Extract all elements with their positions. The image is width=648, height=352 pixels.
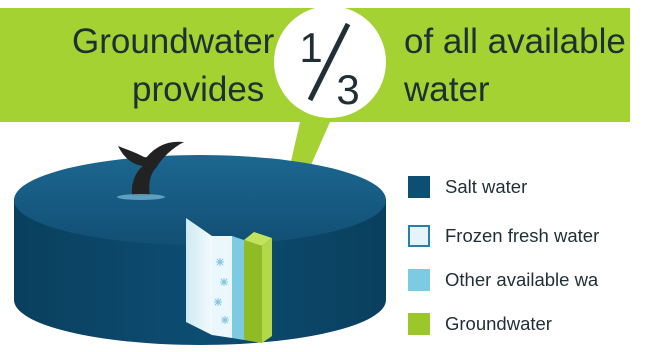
- fraction-numerator: 1: [299, 24, 322, 71]
- legend-item-salt-water: Salt water: [408, 172, 527, 202]
- legend-item-groundwater: Groundwater: [408, 309, 552, 339]
- legend-label: Other available wa: [445, 269, 599, 290]
- whale-tail-icon: [117, 141, 184, 200]
- other-available-water-slice: [232, 236, 244, 340]
- legend-swatch: [408, 225, 430, 247]
- legend-label: Frozen fresh water: [445, 225, 600, 246]
- headline-line2-right: water: [404, 70, 490, 109]
- headline-line1-left: Groundwater: [72, 22, 275, 61]
- legend-item-other-available-water: Other available wa: [408, 265, 598, 295]
- legend-swatch: [408, 313, 430, 335]
- legend-item-frozen-fresh-water: Frozen fresh water: [408, 221, 599, 251]
- headline-line1-right: of all available: [404, 22, 626, 61]
- headline-line2-left: provides: [132, 70, 265, 109]
- groundwater-slice: [244, 232, 272, 343]
- fraction-denominator: 3: [336, 66, 359, 113]
- legend-label: Groundwater: [445, 313, 552, 334]
- ocean-disk-top: [14, 155, 386, 245]
- snowflake-icon: [214, 258, 229, 324]
- legend-swatch: [408, 269, 430, 291]
- legend-label: Salt water: [445, 176, 528, 197]
- speech-bubble: [0, 8, 630, 262]
- fraction-badge: 1 3: [274, 6, 386, 118]
- legend-swatch: [408, 176, 430, 198]
